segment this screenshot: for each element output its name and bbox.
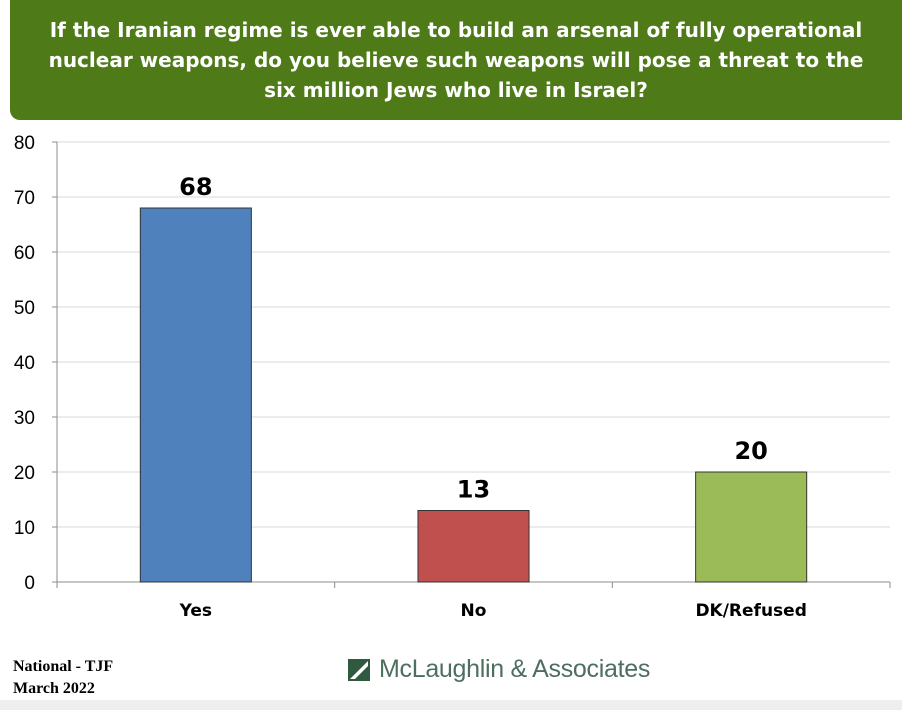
bottom-strip: [0, 700, 902, 710]
category-label: No: [461, 601, 487, 621]
y-tick-label: 80: [14, 133, 35, 154]
chart-title: If the Iranian regime is ever able to bu…: [48, 18, 864, 102]
y-tick-label: 40: [14, 353, 35, 374]
y-tick-label: 20: [14, 463, 35, 484]
y-tick-label: 0: [24, 573, 35, 594]
chart-title-banner: If the Iranian regime is ever able to bu…: [10, 0, 902, 120]
data-label: 68: [179, 173, 212, 201]
survey-date: March 2022: [13, 680, 95, 697]
category-label: DK/Refused: [695, 601, 806, 621]
bar-no: [417, 510, 530, 583]
bar-yes: [139, 207, 252, 583]
survey-name: National - TJF: [13, 658, 114, 675]
brand-mark-icon: [348, 658, 370, 681]
y-tick-label: 70: [14, 188, 35, 209]
data-label: 13: [457, 476, 490, 504]
data-label: 20: [734, 437, 767, 465]
category-label: Yes: [179, 601, 212, 621]
y-tick-label: 50: [14, 298, 35, 319]
brand-logo: McLaughlin & Associates: [348, 655, 650, 684]
survey-source: National - TJF March 2022: [13, 656, 113, 700]
y-tick-label: 30: [14, 408, 35, 429]
bar-dk-refused: [695, 471, 808, 583]
brand-name: McLaughlin & Associates: [379, 655, 651, 683]
y-tick-label: 60: [14, 243, 35, 264]
y-tick-label: 10: [14, 518, 35, 539]
